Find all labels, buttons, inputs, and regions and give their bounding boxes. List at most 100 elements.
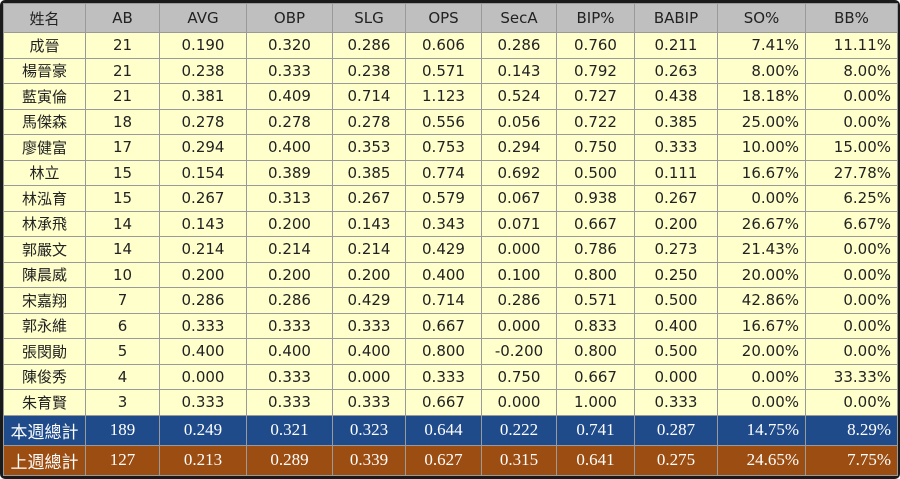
player-name: 藍寅倫 [3,83,86,110]
header-cell: AB [85,3,160,33]
stat-cell: 0.750 [556,134,635,161]
stat-cell: 0.333 [246,389,333,416]
stat-cell: 0.438 [634,83,718,110]
total-cell: 0.644 [405,414,482,446]
player-name: 馬傑森 [3,108,86,135]
header-row: 姓名 AB AVG OBP SLG OPS SecA BIP% BABIP SO% BB% [3,3,898,33]
stat-cell: 4 [85,363,160,390]
total-cell: 0.213 [159,444,247,477]
stat-cell: 0.400 [246,338,333,365]
stat-cell: 0.000 [481,389,557,416]
stat-cell: 0.263 [634,57,718,84]
stat-cell: 7 [85,287,160,314]
player-row: 陳晨威 10 0.200 0.200 0.200 0.400 0.100 0.800 0.250… [3,261,898,288]
total-cell: 0.339 [332,444,406,477]
player-row: 藍寅倫 21 0.381 0.409 0.714 1.123 0.524 0.727 0.438… [3,83,898,110]
stat-cell: 0.800 [405,338,482,365]
stat-cell: 0.00% [805,83,898,110]
stat-cell: 0.792 [556,57,635,84]
stat-cell: 25.00% [717,108,806,135]
stat-cell: 0.938 [556,185,635,212]
player-row: 張閔勛 5 0.400 0.400 0.400 0.800 -0.200 0.800 0.500… [3,338,898,365]
stat-cell: 0.286 [246,287,333,314]
stat-cell: 0.200 [634,210,718,237]
stat-cell: 42.86% [717,287,806,314]
stat-cell: 0.143 [481,57,557,84]
stat-cell: 0.429 [332,287,406,314]
stat-cell: 0.00% [805,108,898,135]
stat-cell: 20.00% [717,261,806,288]
stat-cell: 0.154 [159,159,247,186]
player-row: 廖健富 17 0.294 0.400 0.353 0.753 0.294 0.750 0.333… [3,134,898,161]
stat-cell: 0.750 [481,363,557,390]
stat-cell: 26.67% [717,210,806,237]
stat-cell: 0.267 [634,185,718,212]
player-name: 張閔勛 [3,338,86,365]
stat-cell: 8.00% [717,57,806,84]
stat-cell: 8.00% [805,57,898,84]
stat-cell: 0.111 [634,159,718,186]
stat-cell: 0.833 [556,312,635,339]
stat-cell: 0.286 [481,32,557,59]
player-row: 林立 15 0.154 0.389 0.385 0.774 0.692 0.500 0.111 1… [3,159,898,186]
header-cell: SO% [717,3,806,33]
stat-cell: 6 [85,312,160,339]
player-name: 林立 [3,159,86,186]
stat-cell: 0.606 [405,32,482,59]
stat-cell: 0.333 [332,389,406,416]
stat-cell: 0.333 [159,312,247,339]
total-cell: 0.249 [159,414,247,446]
stat-cell: 0.389 [246,159,333,186]
player-row: 馬傑森 18 0.278 0.278 0.278 0.556 0.056 0.722 0.385… [3,108,898,135]
stat-cell: 0.800 [556,338,635,365]
player-name: 郭永維 [3,312,86,339]
stat-cell: 6.25% [805,185,898,212]
total-row: 本週總計 189 0.249 0.321 0.323 0.644 0.222 0.741 0.2… [3,414,898,446]
stat-cell: 0.343 [405,210,482,237]
stat-cell: 17 [85,134,160,161]
stat-cell: 10 [85,261,160,288]
header-cell: OBP [246,3,333,33]
stat-cell: 16.67% [717,312,806,339]
stat-cell: 0.500 [634,287,718,314]
stat-cell: 0.00% [805,236,898,263]
stat-cell: 0.714 [332,83,406,110]
header-cell: 姓名 [3,3,86,33]
stat-cell: 0.320 [246,32,333,59]
stat-cell: 0.409 [246,83,333,110]
stat-cell: 0.00% [805,312,898,339]
stat-cell: 0.200 [332,261,406,288]
stat-cell: 0.353 [332,134,406,161]
stat-cell: 0.571 [556,287,635,314]
header-cell: SLG [332,3,406,33]
stat-cell: 0.200 [246,261,333,288]
stat-cell: 0.250 [634,261,718,288]
player-name: 廖健富 [3,134,86,161]
total-cell: 0.741 [556,414,635,446]
total-cell: 0.627 [405,444,482,477]
player-row: 宋嘉翔 7 0.286 0.286 0.429 0.714 0.286 0.571 0.500 4… [3,287,898,314]
total-cell: 0.275 [634,444,718,477]
stat-cell: 0.333 [405,363,482,390]
player-row: 陳俊秀 4 0.000 0.333 0.000 0.333 0.750 0.667 0.000 0… [3,363,898,390]
stat-cell: 0.100 [481,261,557,288]
stat-cell: 0.000 [481,236,557,263]
total-cell: 0.321 [246,414,333,446]
stat-cell: 18.18% [717,83,806,110]
stat-cell: 0.286 [159,287,247,314]
stat-cell: 0.214 [159,236,247,263]
stat-cell: 0.385 [332,159,406,186]
stat-cell: 0.200 [159,261,247,288]
header-cell: BIP% [556,3,635,33]
stat-cell: 0.00% [717,363,806,390]
total-cell: 0.289 [246,444,333,477]
total-row: 上週總計 127 0.213 0.289 0.339 0.627 0.315 0.641 0.2… [3,444,898,477]
stat-cell: 14 [85,236,160,263]
stat-cell: 0.00% [717,185,806,212]
stat-cell: -0.200 [481,338,557,365]
stat-cell: 0.000 [332,363,406,390]
stat-cell: 21 [85,83,160,110]
header-cell: OPS [405,3,482,33]
stat-cell: 0.333 [634,389,718,416]
